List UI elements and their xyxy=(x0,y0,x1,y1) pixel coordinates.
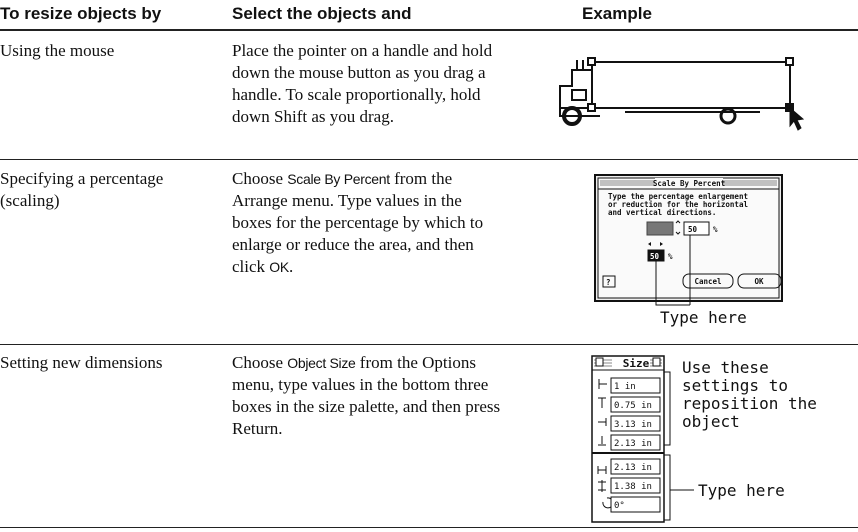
text: from the Options menu, type values in th… xyxy=(232,353,501,438)
rule xyxy=(0,344,858,345)
field-box xyxy=(610,396,661,413)
callout: Type here xyxy=(660,308,747,327)
note: object xyxy=(682,412,740,431)
field-value: 3.13 in xyxy=(614,420,652,430)
instructions: Choose Object Size from the Options menu… xyxy=(232,352,502,440)
text: Choose xyxy=(232,353,288,372)
menu-command: Scale By Percent xyxy=(287,171,390,187)
scale-dialog xyxy=(594,174,783,306)
dialog-prompt: or reduction for the horizontal xyxy=(608,200,748,209)
field-value: 0° xyxy=(614,501,625,511)
dialog-prompt: Type the percentage enlargement xyxy=(608,192,748,201)
instructions: Place the pointer on a handle and hold d… xyxy=(232,40,502,128)
method: Specifying a percentage (scaling) xyxy=(0,169,164,210)
field-value: 0.75 in xyxy=(614,401,652,411)
field-box xyxy=(610,377,661,394)
field-value: 2.13 in xyxy=(614,463,652,473)
dialog-prompt: and vertical directions. xyxy=(608,208,716,217)
field-box xyxy=(610,477,661,494)
note: reposition the xyxy=(682,394,817,413)
cancel-button: Cancel xyxy=(694,277,721,286)
palette-title: Size xyxy=(623,357,650,370)
text: from the Arrange menu. Type values in th… xyxy=(232,169,484,276)
rule xyxy=(0,159,858,160)
unit: % xyxy=(713,225,718,234)
truck-illustration xyxy=(559,57,805,131)
field-box xyxy=(610,415,661,432)
column-header: Select the objects and xyxy=(232,4,412,23)
note: Use these xyxy=(682,358,769,377)
unit: % xyxy=(668,252,673,261)
field-value: 2.13 in xyxy=(614,439,652,449)
text: Choose xyxy=(232,169,288,188)
field-value: 1.38 in xyxy=(614,482,652,492)
text: Place the pointer on a handle and hold d… xyxy=(232,41,493,126)
button-name: OK xyxy=(269,259,289,275)
field-value: 50 xyxy=(650,252,660,261)
field-value: 50 xyxy=(688,225,698,234)
text: . xyxy=(288,257,294,276)
help-button: ? xyxy=(606,278,611,287)
menu-command: Object Size xyxy=(287,355,356,371)
instructions: Choose Scale By Percent from the Arrange… xyxy=(232,168,502,278)
field-box xyxy=(610,458,661,475)
column-header: Example xyxy=(582,4,652,23)
rule xyxy=(0,527,858,528)
rule xyxy=(0,29,858,31)
method: Using the mouse xyxy=(0,41,115,60)
field-box xyxy=(610,434,661,451)
dialog-title: Scale By Percent xyxy=(653,179,725,188)
field-value: 1 in xyxy=(614,382,636,392)
field-box xyxy=(610,496,661,513)
method: Setting new dimensions xyxy=(0,353,163,372)
note: settings to xyxy=(682,376,788,395)
callout: Type here xyxy=(698,481,785,500)
ok-button: OK xyxy=(754,277,764,286)
column-header: To resize objects by xyxy=(0,4,162,23)
